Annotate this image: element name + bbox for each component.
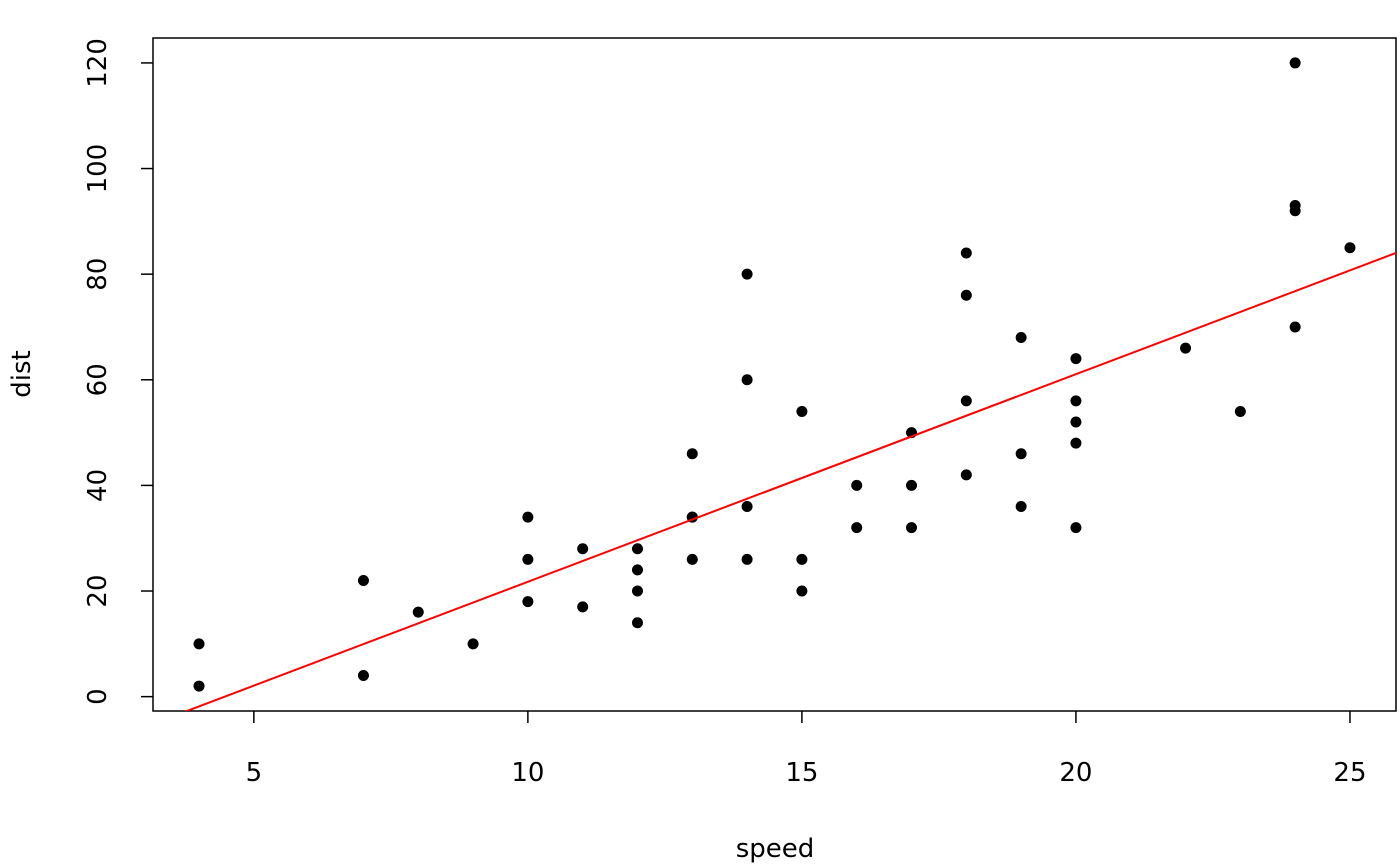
point [851,522,863,534]
x-tick-label: 10 [511,758,544,788]
x-tick-label: 20 [1059,758,1092,788]
point [686,553,698,565]
point [522,511,534,523]
point [193,638,205,650]
point [1344,242,1356,254]
point [1289,321,1301,333]
point [960,469,972,481]
point [357,574,369,586]
point [412,606,424,618]
point [577,601,589,613]
point [851,479,863,491]
point [741,268,753,280]
point [631,585,643,597]
point [1070,353,1082,365]
x-tick-label: 25 [1333,758,1366,788]
point [1015,332,1027,344]
point [467,638,479,650]
point [796,553,808,565]
point [796,585,808,597]
point [1015,501,1027,513]
point [1015,448,1027,460]
point [960,247,972,259]
point [1234,405,1246,417]
x-axis-label: speed [736,834,815,864]
point [577,543,589,555]
point [906,479,918,491]
y-axis-label: dist [7,350,37,397]
point [1180,342,1192,354]
point [960,289,972,301]
point [686,448,698,460]
point [741,374,753,386]
y-tick-label: 20 [83,574,113,607]
point [631,564,643,576]
y-tick-label: 120 [83,38,113,88]
y-tick-label: 80 [83,258,113,291]
point [1070,437,1082,449]
point [522,553,534,565]
y-tick-label: 60 [83,363,113,396]
point [1070,395,1082,407]
point [631,543,643,555]
point [1070,522,1082,534]
point [960,395,972,407]
point [193,680,205,692]
y-tick-label: 100 [83,144,113,194]
point [1289,200,1301,212]
regression-line [184,251,1396,711]
point [796,405,808,417]
y-tick-label: 0 [83,688,113,705]
plot-frame [152,37,1397,712]
point [357,670,369,682]
point [1070,416,1082,428]
point [741,553,753,565]
plot-area [184,57,1396,711]
point [741,501,753,513]
x-tick-label: 5 [246,758,263,788]
y-tick-label: 40 [83,469,113,502]
point [631,617,643,629]
point [1289,57,1301,69]
x-tick-label: 15 [785,758,818,788]
point [522,596,534,608]
point [906,522,918,534]
